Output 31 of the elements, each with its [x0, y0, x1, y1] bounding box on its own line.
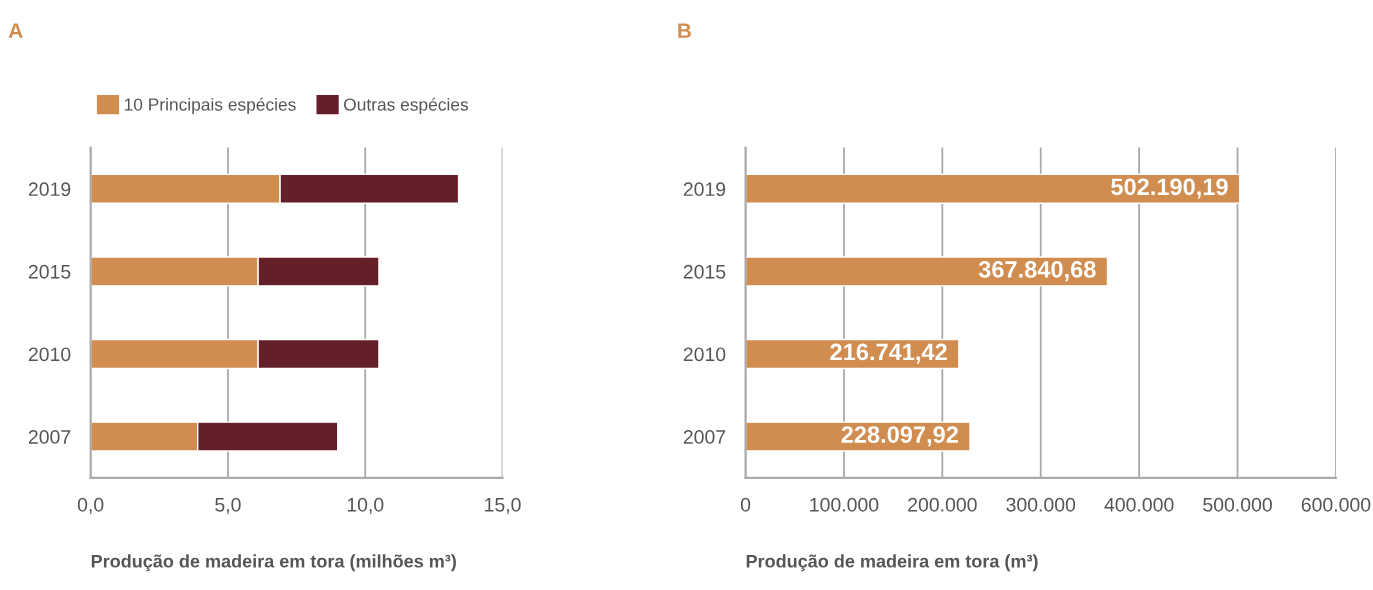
x-tick-label: 600.000: [1301, 497, 1371, 512]
y-tick-label: 2007: [28, 430, 71, 444]
x-tick-label: 0,0: [77, 497, 104, 514]
x-tick-label: 400.000: [1104, 497, 1174, 512]
x-tick-label: 100.000: [810, 497, 879, 512]
x-tick-label: 500.000: [1203, 497, 1272, 512]
data-label: 228.097,92: [841, 426, 958, 447]
x-tick-label: 300.000: [1006, 497, 1076, 512]
legend-label: Outras espécies: [344, 97, 469, 115]
x-tick-label: 200.000: [908, 497, 977, 512]
bar: [745, 173, 1241, 204]
y-tick-label: 2019: [683, 182, 726, 197]
x-tick-label: 10,0: [347, 497, 384, 514]
chart-title: B: [678, 23, 691, 38]
x-tick-label: 5,0: [215, 497, 241, 514]
x-tick-label: 0: [740, 497, 751, 512]
y-tick-label: 2019: [28, 182, 71, 197]
y-tick-label: 2010: [683, 347, 726, 362]
chart-title: A: [8, 23, 23, 38]
y-tick-label: 2007: [683, 430, 726, 444]
data-label: 502.190,19: [1111, 178, 1228, 199]
y-tick-label: 2015: [28, 264, 71, 279]
legend-label: 10 Principais espécies: [124, 97, 296, 115]
x-axis-title: Produção de madeira em tora (m³): [746, 554, 1038, 572]
data-label: 367.840,68: [978, 261, 1096, 282]
x-tick-label: 15,0: [485, 497, 521, 514]
x-axis-title: Produção de madeira em tora (milhões m³): [91, 554, 456, 572]
y-tick-label: 2015: [683, 264, 726, 279]
y-tick-label: 2010: [28, 347, 71, 362]
data-label: 216.741,42: [830, 343, 947, 364]
bar: [745, 256, 1109, 287]
